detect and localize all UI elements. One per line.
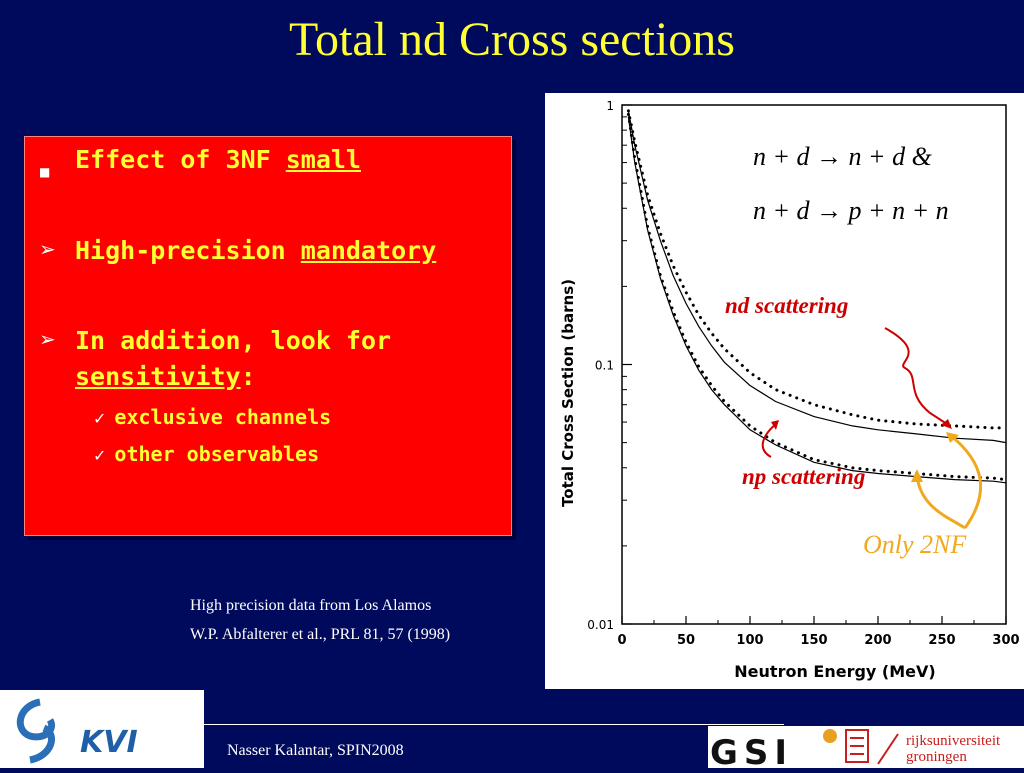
bullet-in-addition-colon: : [240,362,256,391]
series-line-0 [626,109,1008,430]
bullet-high-precision-emphasis: mandatory [300,236,437,265]
np-annotation-arrowhead [771,420,779,430]
only-2nf-arrowhead-right [946,432,959,443]
bullet-in-addition-emphasis: sensitivity [75,362,241,391]
kvi-logo: KVI [0,690,204,768]
kvi-swirl-icon: KVI [16,698,138,764]
bullet-effect-emphasis: small [285,145,361,174]
nd-annotation-arrowhead [941,419,952,429]
series-line-2 [626,112,1008,482]
university-line2: groningen [906,749,967,765]
y-axis-label: Total Cross Section (barns) [559,279,577,507]
university-line1: rijksuniversiteit [906,733,1001,749]
gsi-logo-text: GSI [710,733,793,768]
bullet-effect: ■ Effect of 3NF small [39,143,499,179]
cross-section-chart: 0 50 100 150 200 250 300 1 0.1 0.01 n + d → n + d… [545,93,1024,689]
reference-line2: W.P. Abfalterer et al., PRL 81, 57 (1998… [190,626,451,643]
x-tick-label: 0 [617,633,626,648]
y-tick-label: 1 [606,99,614,113]
bullet-high-precision-text: High-precision [75,236,301,265]
sub-bullet-exclusive: ✓ exclusive channels [93,403,331,433]
bullet-in-addition: In addition, look for sensitivity: [75,323,391,395]
x-tick-label: 100 [736,633,763,648]
sub-bullet-observables: ✓ other observables [93,440,319,470]
only-2nf-label: Only 2NF [863,530,967,559]
arrow-bullet-icon: ➢ [39,327,56,351]
bullet-high-precision: High-precision mandatory [75,233,436,269]
partner-logos: GSI rijksuniversiteit groningen [708,726,1024,773]
x-tick-label: 50 [677,633,695,648]
only-2nf-arrow-left [915,474,966,530]
reaction-line2: n + d → p + n + n [753,196,949,225]
only-2nf-arrow-right [949,433,982,529]
series-line-3 [627,116,1007,484]
partner-logos-svg: GSI rijksuniversiteit groningen [710,729,1001,773]
reaction-line1: n + d → n + d & [753,142,933,171]
kvi-logo-text: KVI [80,725,138,760]
bullet-in-addition-line2: sensitivity: [75,359,391,395]
chart-svg: 0 50 100 150 200 250 300 1 0.1 0.01 n + d → n + d… [559,99,1020,681]
y-tick-label: 0.01 [587,618,614,632]
x-tick-label: 150 [800,633,827,648]
bullet-effect-text: Effect of 3NF [75,145,286,174]
footer-divider [204,724,784,725]
series-line-1 [627,110,1007,444]
nd-annotation-arrow [884,327,951,427]
x-tick-label: 300 [992,633,1019,648]
np-scattering-label: np scattering [742,464,865,489]
check-icon: ✓ [93,409,107,428]
x-axis-label: Neutron Energy (MeV) [734,662,935,681]
x-tick-label: 250 [928,633,955,648]
sub-bullet-observables-text: other observables [114,442,320,466]
footer-author: Nasser Kalantar, SPIN2008 [227,742,404,759]
slash-divider [877,733,899,765]
reference-line1: High precision data from Los Alamos [190,597,432,614]
sub-bullet-exclusive-text: exclusive channels [114,405,332,429]
sun-icon [823,729,837,743]
slide-title: Total nd Cross sections [289,13,735,66]
x-tick-label: 200 [864,633,891,648]
bullet-box: ■ Effect of 3NF small ➢ High-precision m… [24,136,512,536]
bullet-in-addition-line1: In addition, look for [75,326,392,355]
groningen-crest-icon [845,729,869,763]
square-bullet-icon: ■ [39,165,51,179]
y-tick-label: 0.1 [595,359,614,373]
only-2nf-arrowhead-left [911,469,923,482]
nd-scattering-label: nd scattering [725,293,848,318]
check-icon: ✓ [93,446,107,465]
arrow-bullet-icon: ➢ [39,237,56,261]
crest-detail-icon [850,737,864,755]
